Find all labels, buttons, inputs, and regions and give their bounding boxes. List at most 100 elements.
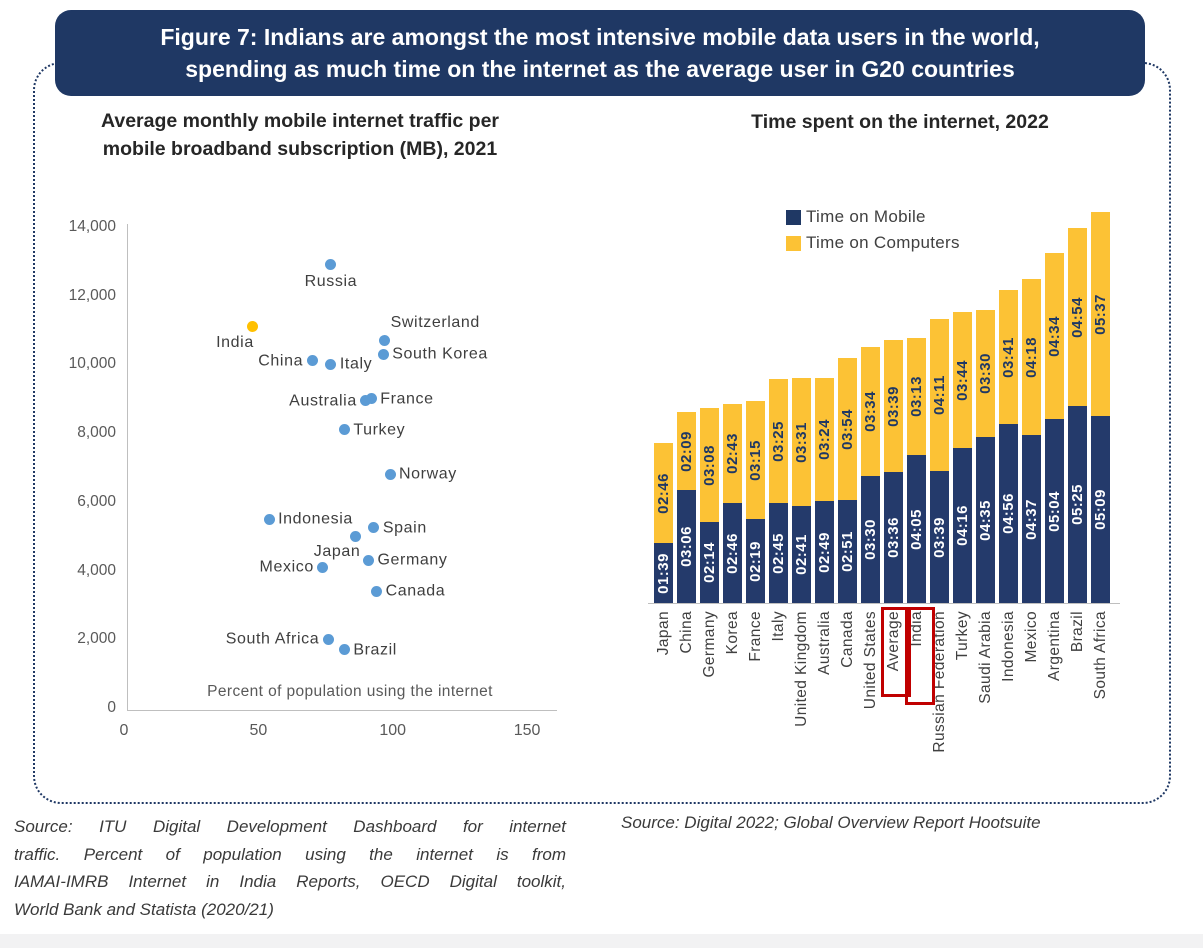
scatter-y-tick-12-000: 12,000 (68, 286, 116, 304)
bar-category-slot-germany: Germany (700, 611, 719, 678)
bar-value-mobile-mexico: 04:37 (1023, 498, 1040, 540)
bar-segment-computers-united-states: 03:34 (861, 347, 880, 476)
bar-united-kingdom: 03:31 02:41 (792, 378, 811, 603)
bar-russian-federation: 04:11 03:39 (930, 319, 949, 603)
bar-category-label-germany: Germany (700, 611, 718, 678)
bar-south-africa: 05:37 05:09 (1091, 212, 1110, 603)
bar-value-computers-united-kingdom: 03:31 (793, 421, 810, 463)
bar-segment-mobile-germany: 02:14 (700, 522, 719, 603)
bar-chart-bars: 02:46 01:39 02:09 03:06 03:08 02:14 02:43 02:46… (654, 193, 1110, 603)
bar-category-label-united-states: United States (861, 611, 879, 710)
bar-segment-computers-germany: 03:08 (700, 408, 719, 522)
bar-segment-computers-india: 03:13 (907, 338, 926, 455)
highlight-box-india (905, 607, 935, 705)
bar-canada: 03:54 02:51 (838, 358, 857, 603)
bar-china: 02:09 03:06 (677, 412, 696, 603)
scatter-label-turkey: Turkey (353, 421, 406, 439)
bar-category-label-argentina: Argentina (1045, 611, 1063, 681)
scatter-y-tick-0: 0 (107, 699, 116, 716)
bar-value-mobile-south-africa: 05:09 (1092, 489, 1109, 530)
bar-category-label-turkey: Turkey (953, 611, 971, 661)
scatter-point-australia (360, 395, 372, 406)
scatter-label-china: China (258, 352, 304, 370)
bar-value-computers-indonesia: 03:41 (1000, 336, 1017, 378)
bar-turkey: 03:44 04:16 (953, 312, 972, 603)
bar-france: 03:15 02:19 (746, 401, 765, 603)
bar-segment-mobile-japan: 01:39 (654, 543, 673, 603)
scatter-x-axis-line (127, 710, 557, 712)
scatter-y-tick-10-000: 10,000 (68, 355, 116, 373)
bar-category-slot-turkey: Turkey (953, 611, 972, 660)
bar-value-mobile-japan: 01:39 (655, 552, 672, 594)
scatter-label-italy: Italy (339, 355, 373, 373)
bar-segment-mobile-canada: 02:51 (838, 500, 857, 603)
page-bottom-strip (0, 934, 1203, 948)
scatter-point-italy (325, 358, 337, 370)
bar-value-mobile-australia: 02:49 (816, 531, 833, 573)
bar-segment-computers-united-kingdom: 03:31 (792, 378, 811, 506)
bar-segment-computers-japan: 02:46 (654, 443, 673, 543)
left-chart-title-line1: Average monthly mobile internet traffic … (100, 110, 500, 132)
legend-swatch-mobile-icon (786, 209, 801, 225)
bar-mexico: 04:18 04:37 (1022, 279, 1041, 603)
bar-segment-mobile-argentina: 05:04 (1045, 419, 1064, 603)
bar-segment-mobile-russian-federation: 03:39 (930, 471, 949, 603)
bar-segment-mobile-saudi-arabia: 04:35 (976, 437, 995, 603)
bar-value-computers-korea: 02:43 (724, 433, 741, 474)
bar-segment-computers-argentina: 04:34 (1045, 253, 1064, 419)
scatter-point-mexico (317, 561, 329, 573)
scatter-label-indonesia: Indonesia (278, 510, 353, 528)
bar-value-computers-india: 03:13 (908, 376, 925, 417)
left-chart-title-line2: mobile broadband subscription (MB), 2021 (102, 138, 498, 160)
bar-argentina: 04:34 05:04 (1045, 253, 1064, 603)
bar-value-computers-united-states: 03:34 (862, 391, 879, 432)
scatter-y-tick-6-000: 6,000 (77, 492, 116, 510)
figure-title-line2: spending as much time on the internet as… (185, 56, 1015, 82)
bar-indonesia: 03:41 04:56 (999, 290, 1018, 603)
bar-italy: 03:25 02:45 (769, 379, 788, 603)
bar-category-label-united-kingdom: United Kingdom (792, 611, 810, 727)
bar-category-slot-japan: Japan (654, 611, 673, 655)
bar-segment-computers-australia: 03:24 (815, 378, 834, 501)
scatter-y-tick-8-000: 8,000 (77, 424, 116, 442)
bar-category-slot-france: France (746, 611, 765, 662)
bar-category-slot-indonesia: Indonesia (999, 611, 1018, 682)
scatter-point-canada (371, 585, 383, 597)
bar-value-mobile-indonesia: 04:56 (1000, 493, 1017, 534)
bar-category-label-south-africa: South Africa (1091, 611, 1109, 700)
bar-category-label-saudi-arabia: Saudi Arabia (976, 611, 994, 704)
bar-segment-computers-china: 02:09 (677, 412, 696, 490)
scatter-label-mexico: Mexico (259, 558, 314, 576)
bar-australia: 03:24 02:49 (815, 378, 834, 603)
bar-category-slot-korea: Korea (723, 611, 742, 654)
scatter-x-tick-0: 0 (119, 722, 129, 739)
scatter-label-canada: Canada (385, 582, 446, 600)
bar-value-computers-france: 03:15 (747, 439, 764, 481)
bar-category-label-china: China (677, 611, 695, 654)
scatter-x-axis-label: Percent of population using the internet (207, 683, 493, 700)
bar-value-computers-argentina: 04:34 (1046, 315, 1063, 357)
bar-category-slot-china: China (677, 611, 696, 654)
bar-value-mobile-canada: 02:51 (839, 531, 856, 572)
scatter-label-brazil: Brazil (353, 641, 397, 659)
bar-category-label-australia: Australia (815, 611, 833, 675)
scatter-label-norway: Norway (399, 465, 457, 483)
bar-value-mobile-china: 03:06 (678, 526, 695, 567)
bar-category-label-japan: Japan (654, 611, 672, 656)
source-left-line3: IAMAI-IMRB Internet in India Reports, OE… (14, 872, 566, 891)
bar-japan: 02:46 01:39 (654, 443, 673, 603)
left-chart-title: Average monthly mobile internet traffic … (60, 107, 540, 163)
bar-saudi-arabia: 03:30 04:35 (976, 310, 995, 603)
legend-item-computers: Time on Computers (786, 230, 960, 256)
scatter-point-france (365, 393, 377, 405)
source-left-line4: World Bank and Statista (2020/21) (14, 899, 274, 919)
figure-title-line1: Figure 7: Indians are amongst the most i… (160, 24, 1040, 50)
scatter-label-spain: Spain (382, 519, 427, 537)
source-left-line2: traffic. Percent of population using the… (14, 844, 566, 864)
bar-category-slot-united-states: United States (861, 611, 880, 709)
bar-category-slot-south-africa: South Africa (1091, 611, 1110, 699)
scatter-point-south-africa (322, 633, 334, 645)
bar-brazil: 04:54 05:25 (1068, 228, 1087, 603)
scatter-y-tick-2-000: 2,000 (77, 630, 116, 648)
